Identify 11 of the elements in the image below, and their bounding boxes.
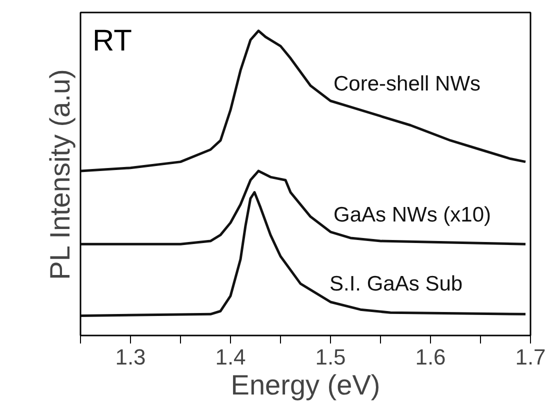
series-label: GaAs NWs (x10) [334,204,492,227]
x-tick-label: 1.5 [315,344,346,370]
x-axis-title: Energy (eV) [230,370,380,400]
x-tick-label: 1.4 [215,344,246,370]
annotation: RT [92,24,132,58]
series-label: Core-shell NWs [334,72,481,96]
x-tick-label: 1.7 [515,344,546,370]
x-tick-label: 1.3 [115,344,146,370]
x-tick-label: 1.6 [415,344,446,370]
series-label: S.I. GaAs Sub [330,272,463,296]
y-axis-title: PL Intensity (a.u) [44,69,76,280]
